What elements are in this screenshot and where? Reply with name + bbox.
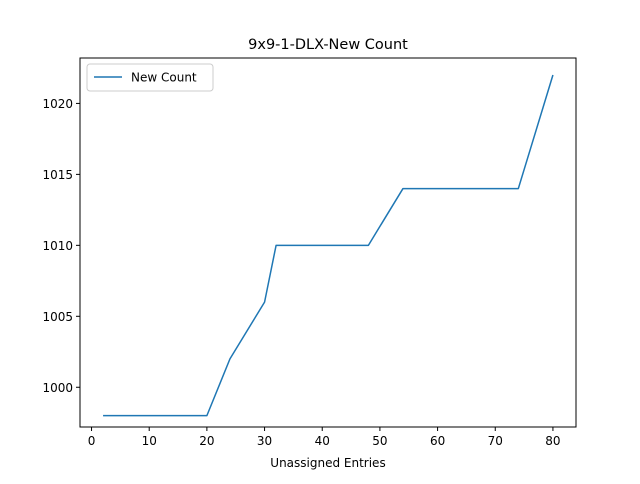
plot-area-frame [79,57,577,428]
x-tick-label: 0 [88,434,96,448]
legend-box [86,63,214,92]
y-tick-label: 1015 [42,168,73,182]
series-layer [103,74,554,417]
y-tick-label: 1005 [42,310,73,324]
legend: New Count [86,63,214,92]
x-tick-label: 70 [488,434,503,448]
series-line-new-count [103,74,554,417]
x-axis-ticks: 0 10 20 30 40 50 60 70 80 [88,427,561,448]
legend-label: New Count [131,71,197,85]
y-tick-label: 1020 [42,97,73,111]
x-tick-label: 10 [142,434,157,448]
x-tick-label: 50 [372,434,387,448]
y-tick-label: 1010 [42,239,73,253]
x-tick-label: 60 [430,434,445,448]
chart-title: 9x9-1-DLX-New Count [248,37,408,53]
y-tick-label: 1000 [42,381,73,395]
x-tick-label: 20 [199,434,214,448]
x-tick-label: 30 [257,434,272,448]
x-tick-label: 80 [545,434,560,448]
x-tick-label: 40 [315,434,330,448]
x-axis-label: Unassigned Entries [270,456,385,470]
y-axis-ticks: 1000 1005 1010 1015 1020 [42,97,80,395]
